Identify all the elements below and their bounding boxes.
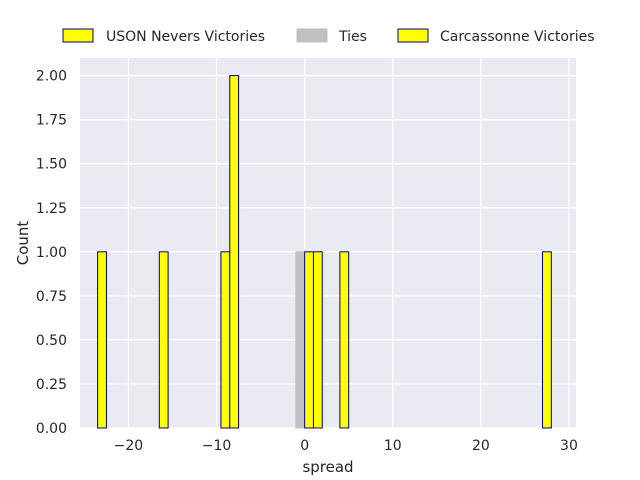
- bar-series-0-0: [97, 251, 107, 429]
- legend-label-ties: Ties: [338, 29, 367, 45]
- bar-series-2-3: [542, 251, 552, 429]
- y-tick-label: 0.50: [36, 333, 67, 349]
- bar-series-1-0: [295, 251, 306, 429]
- bar-series-0-2: [220, 251, 231, 429]
- legend-swatch-ties: [296, 28, 328, 43]
- x-tick-labels: −20 −10 0 10 20 30: [114, 438, 578, 454]
- y-tick-labels: 0.00 0.25 0.50 0.75 1.00 1.25 1.50 1.75 2.00: [36, 69, 67, 437]
- y-tick-label: 1.50: [36, 157, 67, 173]
- x-axis-label: spread: [302, 458, 353, 476]
- y-axis-label: Count: [14, 221, 32, 266]
- bar-series-2-2: [339, 251, 350, 429]
- x-tick-label: 0: [300, 438, 309, 454]
- y-tick-label: 0.25: [36, 377, 67, 393]
- bar-series-0-1: [158, 251, 169, 429]
- bar-series-0-3: [229, 75, 240, 429]
- y-tick-label: 2.00: [36, 69, 67, 85]
- bars: [97, 75, 552, 429]
- legend: USON Nevers Victories Ties Carcassonne V…: [62, 28, 595, 45]
- y-tick-label: 1.75: [36, 113, 67, 129]
- bar-series-2-0: [304, 251, 314, 429]
- x-tick-label: −10: [202, 438, 232, 454]
- x-tick-label: 30: [560, 438, 578, 454]
- legend-swatch-uson-nevers: [62, 28, 94, 43]
- y-tick-label: 0.00: [36, 421, 67, 437]
- y-tick-label: 1.25: [36, 201, 67, 217]
- x-tick-label: 20: [472, 438, 490, 454]
- plot-background: [80, 58, 576, 428]
- bar-series-2-1: [312, 251, 323, 429]
- y-tick-label: 1.00: [36, 245, 67, 261]
- y-tick-label: 0.75: [36, 289, 67, 305]
- x-tick-label: −20: [114, 438, 144, 454]
- legend-label-carcassonne: Carcassonne Victories: [440, 29, 595, 45]
- legend-swatch-carcassonne: [397, 28, 429, 43]
- x-tick-label: 10: [384, 438, 402, 454]
- legend-label-uson-nevers: USON Nevers Victories: [106, 29, 265, 45]
